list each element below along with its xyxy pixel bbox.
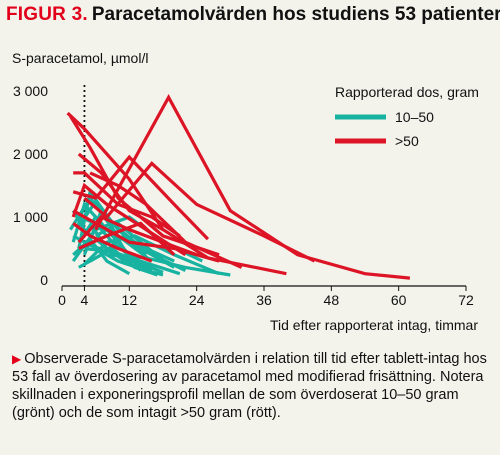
x-tick-label: 4 <box>81 292 89 308</box>
series-over-50-line <box>94 93 411 280</box>
series-10-50-line <box>94 247 164 277</box>
x-tick-label: 60 <box>391 292 407 308</box>
series-over-50-line <box>71 182 187 257</box>
x-tick-label: 48 <box>324 292 340 308</box>
y-tick-label: 3 000 <box>13 83 48 99</box>
series-10-50-line <box>78 233 175 269</box>
y-tick-label: 1 000 <box>13 209 48 225</box>
series-over-50 <box>66 93 411 280</box>
y-tick-label: 0 <box>40 272 48 288</box>
y-axis-ticks: 0 1 000 2 000 3 000 <box>13 83 48 288</box>
series-over-50-line <box>78 221 176 256</box>
legend-label-10-50: 10–50 <box>395 109 434 125</box>
x-axis-label: Tid efter rapporterat intag, timmar <box>270 317 478 333</box>
x-tick-label: 72 <box>458 292 474 308</box>
series-over-50-line <box>89 171 243 269</box>
figure-header: FIGUR 3. Paracetamolvärden hos studiens 5… <box>6 4 500 32</box>
legend: Rapporterad dos, gram 10–50 >50 <box>335 84 479 149</box>
series-over-50-line <box>69 115 220 257</box>
series-over-50-line <box>72 154 210 241</box>
series-over-50-line <box>72 222 153 263</box>
line-chart: S-paracetamol, µmol/l 0 1 000 2 000 3 000 0… <box>12 50 479 333</box>
legend-title: Rapporterad dos, gram <box>335 84 479 100</box>
series-over-50-line <box>83 161 316 263</box>
figure-label: FIGUR 3. <box>6 4 88 25</box>
x-tick-label: 36 <box>256 292 272 308</box>
x-tick-label: 12 <box>122 292 138 308</box>
legend-label-over-50: >50 <box>395 133 419 149</box>
figure-caption: ▶ Observerade S-paracetamolvärden i relat… <box>12 350 492 422</box>
x-axis-ticks: 0 4 12 24 36 48 60 72 <box>58 286 474 308</box>
caption-text: Observerade S-paracetamolvärden i relati… <box>12 351 487 421</box>
caption-arrow-icon: ▶ <box>12 352 22 366</box>
figure-title: Paracetamolvärden hos studiens 53 patien… <box>91 4 500 25</box>
y-axis-label: S-paracetamol, µmol/l <box>12 50 148 66</box>
x-tick-label: 24 <box>189 292 205 308</box>
x-tick-label: 0 <box>58 292 66 308</box>
series-10-50-line <box>106 253 231 277</box>
y-tick-label: 2 000 <box>13 146 48 162</box>
